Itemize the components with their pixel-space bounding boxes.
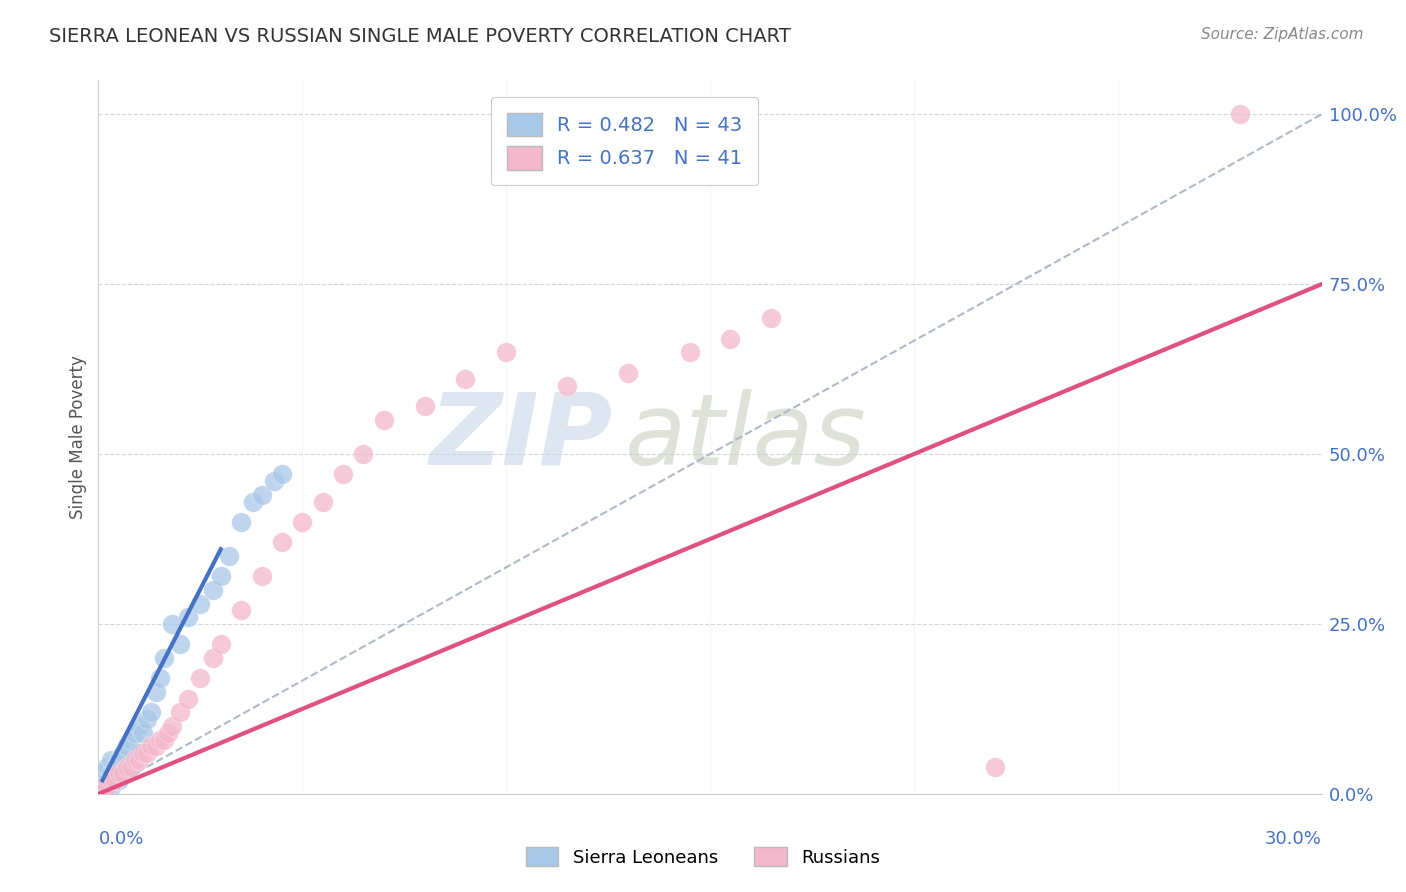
Point: [108, 773, 131, 788]
Point: [104, 760, 127, 774]
Point: [231, 515, 253, 529]
Point: [115, 760, 138, 774]
Point: [188, 597, 212, 611]
Point: [136, 712, 159, 726]
Point: [152, 732, 174, 747]
Legend: Sierra Leoneans, Russians: Sierra Leoneans, Russians: [519, 840, 887, 874]
Point: [120, 760, 142, 774]
Point: [111, 766, 134, 780]
Point: [91, 780, 114, 794]
Point: [454, 372, 477, 386]
Point: [160, 719, 183, 733]
Point: [108, 766, 131, 780]
Point: [156, 725, 179, 739]
Point: [242, 494, 264, 508]
Point: [218, 549, 240, 563]
Text: 0.0%: 0.0%: [98, 830, 143, 847]
Point: [120, 760, 142, 774]
Point: [250, 488, 273, 502]
Point: [149, 671, 172, 685]
Point: [100, 773, 122, 788]
Point: [373, 413, 395, 427]
Point: [495, 345, 517, 359]
Point: [136, 746, 159, 760]
Point: [100, 753, 122, 767]
Legend: R = 0.482   N = 43, R = 0.637   N = 41: R = 0.482 N = 43, R = 0.637 N = 41: [491, 97, 758, 186]
Point: [128, 719, 150, 733]
Point: [128, 746, 150, 760]
Text: 30.0%: 30.0%: [1265, 830, 1322, 847]
Point: [149, 732, 172, 747]
Point: [100, 766, 122, 780]
Point: [201, 582, 224, 597]
Point: [177, 691, 200, 706]
Point: [100, 773, 122, 788]
Point: [761, 311, 783, 326]
Point: [91, 766, 114, 780]
Point: [115, 766, 138, 780]
Point: [132, 746, 155, 760]
Point: [291, 515, 314, 529]
Point: [270, 467, 294, 482]
Point: [177, 610, 200, 624]
Point: [96, 760, 118, 774]
Text: SIERRA LEONEAN VS RUSSIAN SINGLE MALE POVERTY CORRELATION CHART: SIERRA LEONEAN VS RUSSIAN SINGLE MALE PO…: [49, 27, 792, 45]
Point: [557, 379, 579, 393]
Point: [96, 773, 118, 788]
Point: [111, 766, 134, 780]
Point: [96, 780, 118, 794]
Point: [108, 753, 131, 767]
Point: [145, 685, 167, 699]
Text: ZIP: ZIP: [429, 389, 612, 485]
Point: [169, 706, 191, 720]
Point: [312, 494, 335, 508]
Point: [124, 725, 146, 739]
Point: [120, 732, 142, 747]
Point: [145, 739, 167, 754]
Point: [160, 617, 183, 632]
Point: [152, 651, 174, 665]
Point: [141, 739, 163, 754]
Point: [104, 773, 127, 788]
Point: [100, 780, 122, 794]
Point: [413, 400, 436, 414]
Point: [679, 345, 702, 359]
Point: [352, 447, 374, 461]
Point: [231, 603, 253, 617]
Point: [132, 725, 155, 739]
Point: [141, 706, 163, 720]
Y-axis label: Single Male Poverty: Single Male Poverty: [69, 355, 87, 519]
Point: [250, 569, 273, 583]
Point: [108, 766, 131, 780]
Point: [617, 366, 640, 380]
Point: [209, 569, 232, 583]
Point: [263, 475, 285, 489]
Point: [201, 651, 224, 665]
Point: [720, 332, 742, 346]
Point: [1229, 107, 1251, 121]
Point: [115, 739, 138, 754]
Point: [128, 753, 150, 767]
Point: [188, 671, 212, 685]
Point: [169, 637, 191, 651]
Text: Source: ZipAtlas.com: Source: ZipAtlas.com: [1201, 27, 1364, 42]
Point: [96, 780, 118, 794]
Point: [124, 753, 146, 767]
Point: [332, 467, 354, 482]
Point: [104, 773, 127, 788]
Text: atlas: atlas: [624, 389, 866, 485]
Point: [984, 760, 1007, 774]
Point: [91, 780, 114, 794]
Point: [124, 753, 146, 767]
Point: [209, 637, 232, 651]
Point: [270, 535, 294, 549]
Point: [91, 773, 114, 788]
Point: [111, 746, 134, 760]
